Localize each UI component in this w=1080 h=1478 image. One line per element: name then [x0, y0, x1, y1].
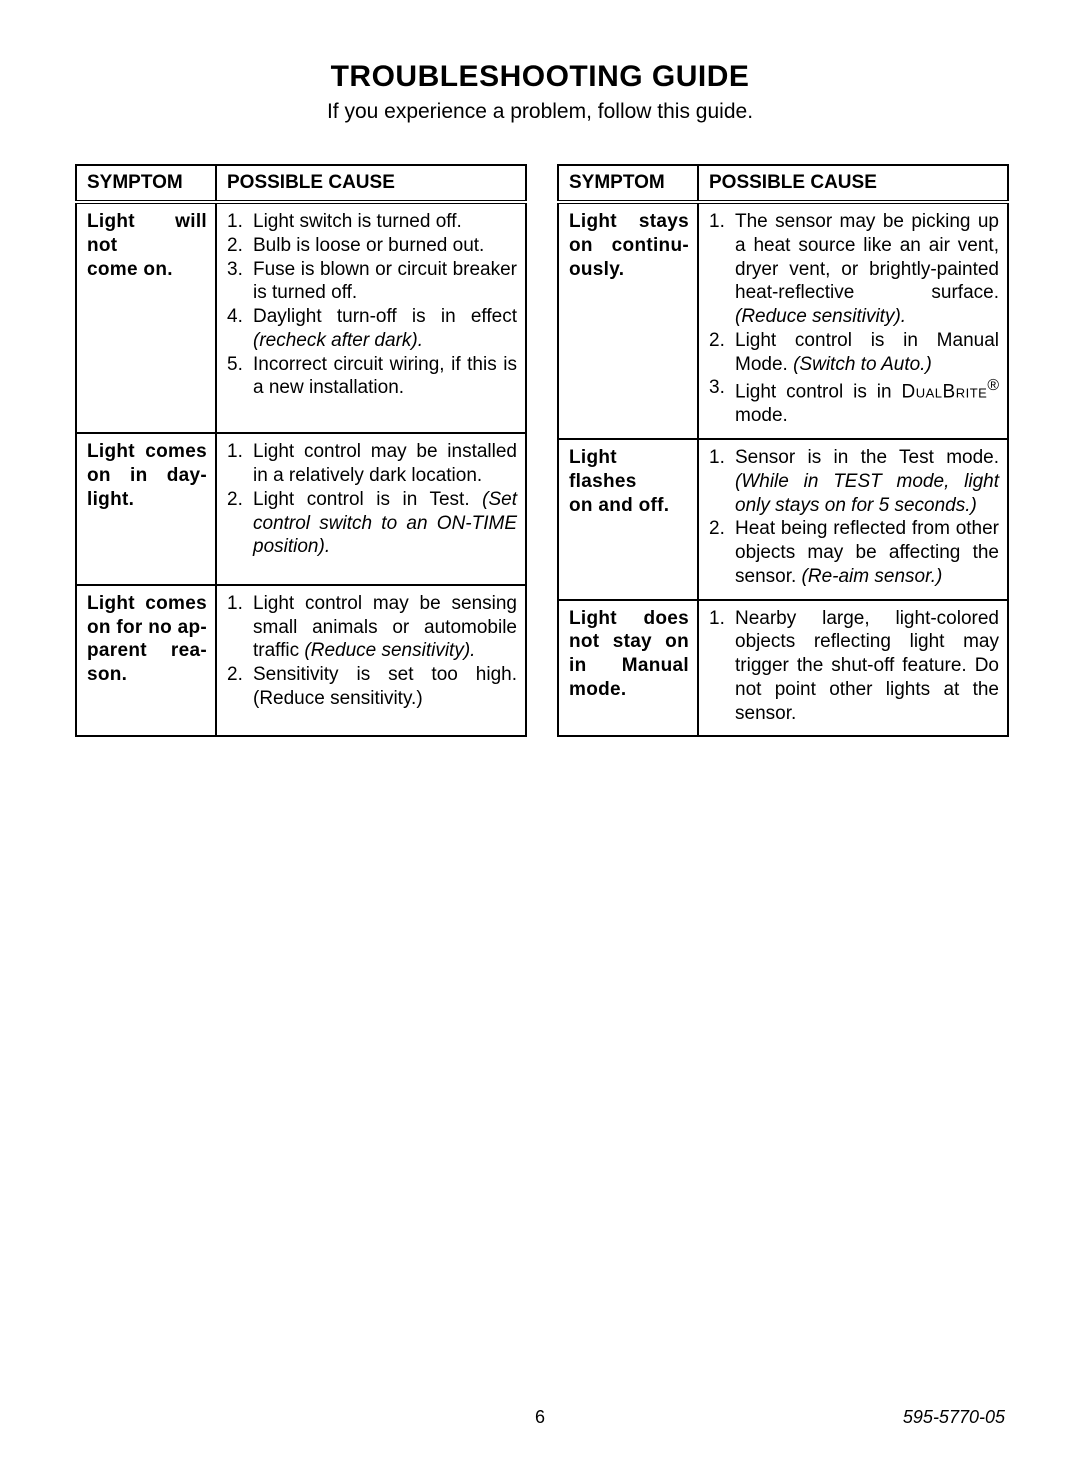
troubleshooting-table-right: SYMPTOM POSSIBLE CAUSE Light stayson con…	[557, 164, 1009, 737]
page-number: 6	[535, 1407, 545, 1428]
cause-cell: Light control may be sensing small anima…	[216, 585, 526, 736]
cause-item: Fuse is blown or circuit breaker is turn…	[227, 258, 517, 306]
tables-container: SYMPTOM POSSIBLE CAUSE Light will notcom…	[75, 164, 1005, 737]
cause-cell: The sensor may be picking up a heat sour…	[698, 202, 1008, 439]
cause-item: Light switch is turned off.	[227, 210, 517, 234]
cause-item: Light control may be installed in a rela…	[227, 440, 517, 488]
cause-item: Bulb is loose or burned out.	[227, 234, 517, 258]
doc-number: 595-5770-05	[903, 1407, 1005, 1428]
cause-item: Sensitivity is set too high. (Reduce sen…	[227, 663, 517, 711]
header-cause: POSSIBLE CAUSE	[216, 165, 526, 202]
cause-item: Sensor is in the Test mode. (While in TE…	[709, 446, 999, 517]
page-title: TROUBLESHOOTING GUIDE	[75, 60, 1005, 94]
cause-cell: Light control may be installed in a rela…	[216, 433, 526, 584]
symptom-cell: Light comeson for no ap-parent rea-son.	[76, 585, 216, 736]
cause-item: The sensor may be picking up a heat sour…	[709, 210, 999, 329]
cause-item: Nearby large, light-colored objects refl…	[709, 607, 999, 726]
cause-item: Light control may be sensing small anima…	[227, 592, 517, 663]
header-symptom: SYMPTOM	[558, 165, 698, 202]
header-cause: POSSIBLE CAUSE	[698, 165, 1008, 202]
cause-item: Light control is in Test. (Set control s…	[227, 488, 517, 559]
symptom-cell: Light flasheson and off.	[558, 439, 698, 600]
page-subtitle: If you experience a problem, follow this…	[75, 100, 1005, 124]
header-symptom: SYMPTOM	[76, 165, 216, 202]
cause-item: Light control is in DualBrite® mode.	[709, 376, 999, 428]
page-footer: 6 595-5770-05	[75, 1407, 1005, 1428]
cause-cell: Light switch is turned off.Bulb is loose…	[216, 202, 526, 433]
symptom-cell: Light will notcome on.	[76, 202, 216, 433]
cause-item: Daylight turn-off is in effect (recheck …	[227, 305, 517, 353]
cause-cell: Sensor is in the Test mode. (While in TE…	[698, 439, 1008, 600]
cause-item: Heat being reflected from other objects …	[709, 517, 999, 588]
cause-item: Light control is in Manual Mode. (Switch…	[709, 329, 999, 377]
symptom-cell: Light doesnot stay onin Manualmode.	[558, 600, 698, 737]
symptom-cell: Light stayson continu-ously.	[558, 202, 698, 439]
symptom-cell: Light comeson in day-light.	[76, 433, 216, 584]
cause-cell: Nearby large, light-colored objects refl…	[698, 600, 1008, 737]
cause-item: Incorrect circuit wiring, if this is a n…	[227, 353, 517, 401]
troubleshooting-table-left: SYMPTOM POSSIBLE CAUSE Light will notcom…	[75, 164, 527, 737]
